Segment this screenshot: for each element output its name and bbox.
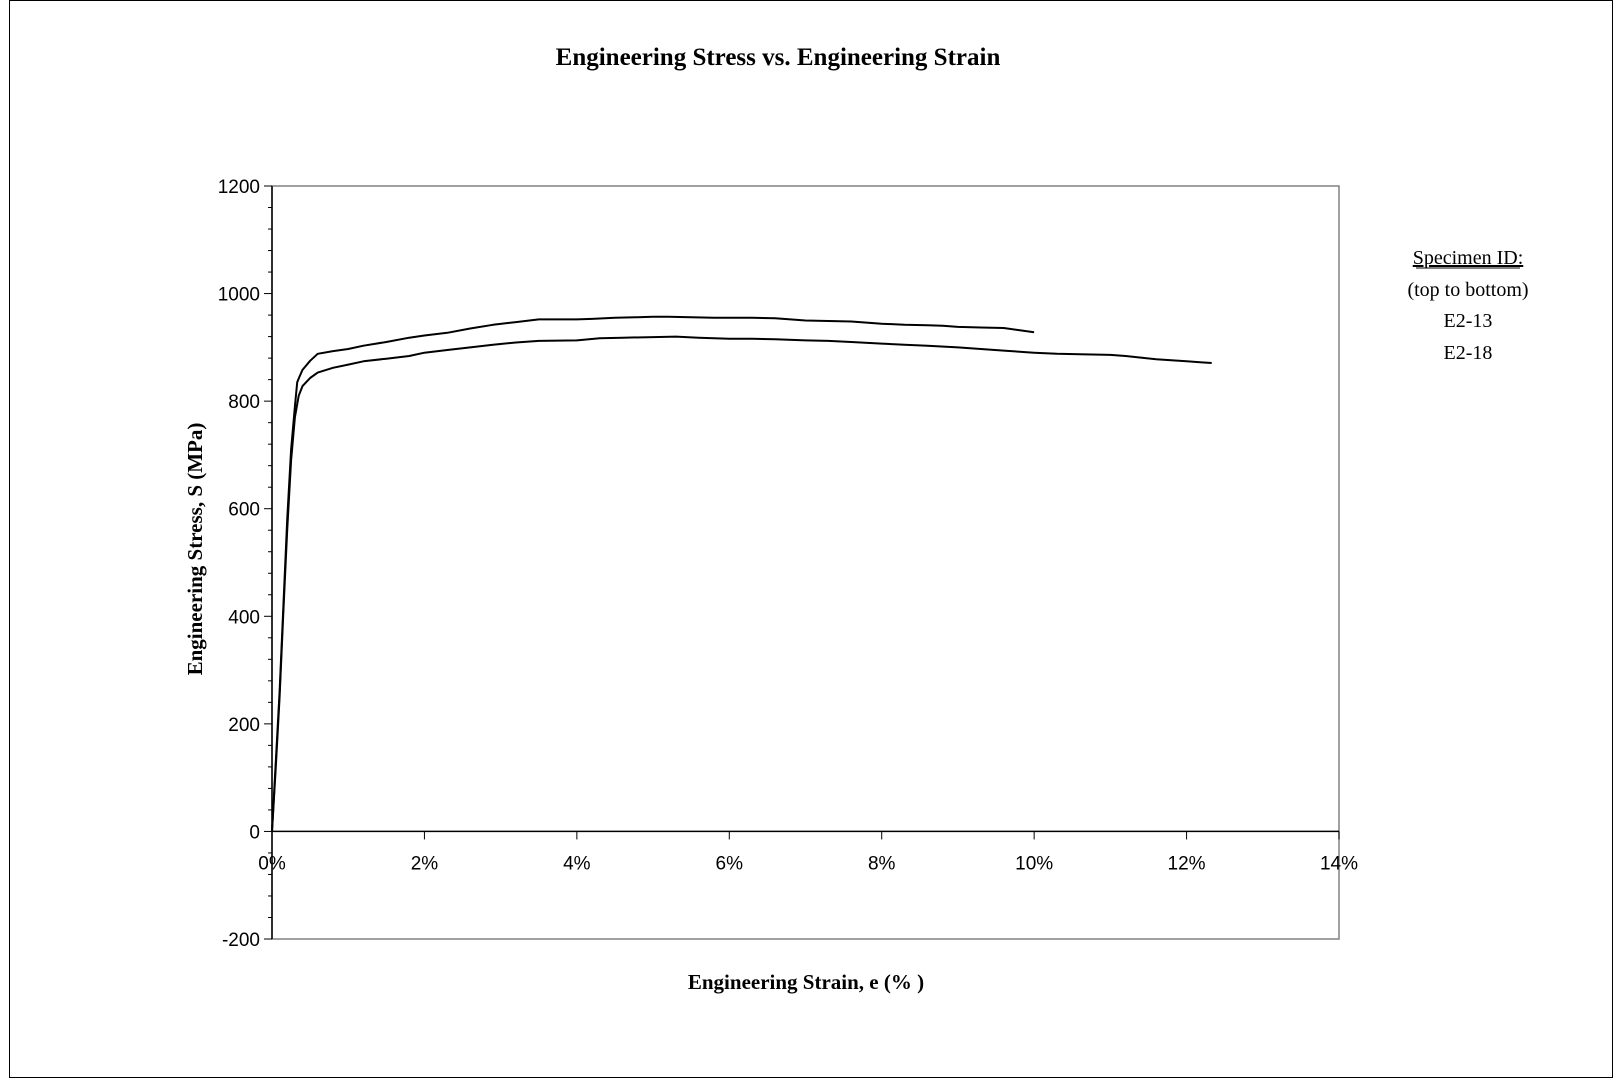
y-tick-label: 1000 [218, 285, 260, 306]
y-tick-label: 800 [228, 392, 260, 413]
chart-title: Engineering Stress vs. Engineering Strai… [556, 44, 1001, 71]
chart-frame: Engineering Stress vs. Engineering Strai… [9, 0, 1613, 1078]
legend-note: (top to bottom) [1407, 279, 1528, 301]
legend-entry-e2-18: E2-18 [1444, 342, 1493, 364]
x-axis: 0% 2% 4% 6% 8% 10% 12% 14% [258, 830, 1358, 874]
x-tick-label: 2% [411, 853, 439, 874]
x-tick-label: 14% [1320, 853, 1358, 874]
legend-heading: Specimen ID: [1413, 247, 1524, 269]
y-axis-label: Engineering Stress, S (MPa) [183, 423, 207, 676]
series-layer [271, 315, 1212, 832]
x-tick-label: 8% [868, 853, 896, 874]
y-tick-label: 200 [228, 715, 260, 736]
y-tick-label: -200 [222, 930, 260, 951]
y-tick-label: 600 [228, 500, 260, 521]
x-tick-label: 10% [1015, 853, 1053, 874]
series-line-e2-18 [271, 335, 1212, 832]
y-axis: -200 0 200 400 600 800 1000 1200 [218, 177, 273, 951]
x-axis-label: Engineering Strain, e (% ) [688, 970, 924, 994]
legend-entry-e2-13: E2-13 [1444, 310, 1493, 332]
x-tick-label: 4% [563, 853, 591, 874]
x-tick-label: 12% [1168, 853, 1206, 874]
y-tick-label: 400 [228, 607, 260, 628]
plot-area [271, 185, 1340, 940]
x-tick-label: 6% [716, 853, 744, 874]
series-line-e2-13 [271, 315, 1035, 832]
y-tick-label: 1200 [218, 177, 260, 198]
y-tick-label: 0 [249, 822, 260, 843]
legend: Specimen ID: (top to bottom) E2-13 E2-18 [1407, 247, 1528, 364]
stress-strain-chart: Engineering Stress vs. Engineering Strai… [183, 44, 1529, 994]
x-tick-label: 0% [258, 853, 286, 874]
